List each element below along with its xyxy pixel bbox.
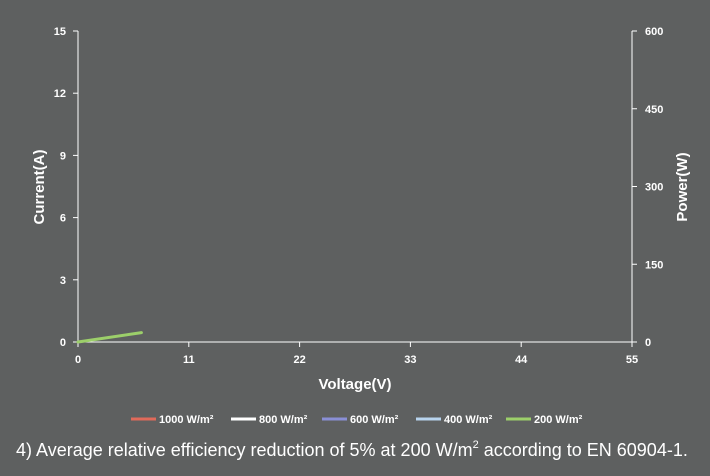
y-left-tick-label: 12 (54, 88, 66, 100)
legend-label: 200 W/m² (534, 414, 583, 426)
y-left-tick-label: 9 (60, 150, 66, 162)
legend-label: 800 W/m² (259, 414, 308, 426)
legend-label: 400 W/m² (444, 414, 493, 426)
y-right-axis-title: Power(W) (674, 152, 691, 221)
y-left-tick-label: 6 (60, 213, 66, 225)
y-left-tick-label: 3 (60, 275, 66, 287)
x-tick-label: 44 (515, 354, 528, 366)
y-left-axis-title: Current(A) (31, 150, 48, 225)
x-tick-label: 55 (626, 354, 638, 366)
legend: 1000 W/m² 800 W/m² 600 W/m² 400 W/m² 200 W/m… (131, 414, 583, 426)
y-left-axis: 0 3 6 9 12 15 Current(A) (31, 26, 79, 349)
x-tick-label: 22 (293, 354, 305, 366)
x-tick-label: 33 (404, 354, 416, 366)
y-right-tick-label: 150 (645, 259, 663, 271)
series-layer (76, 331, 143, 344)
y-right-tick-label: 0 (645, 337, 651, 349)
footnote-text: 4) Average relative efficiency reduction… (16, 440, 473, 460)
y-right-axis: 0 150 300 450 600 Power(W) (631, 26, 691, 349)
x-axis: 0 11 22 33 44 55 Voltage(V) (75, 341, 638, 393)
y-right-tick-label: 450 (645, 104, 663, 116)
y-right-tick-label: 300 (645, 182, 663, 194)
y-right-tick-label: 600 (645, 26, 663, 38)
x-axis-title: Voltage(V) (318, 376, 391, 393)
series-line-4 (76, 331, 143, 344)
y-left-tick-label: 0 (60, 337, 66, 349)
legend-label: 600 W/m² (350, 414, 399, 426)
x-tick-label: 11 (183, 354, 195, 366)
footnote: 4) Average relative efficiency reduction… (16, 440, 706, 461)
footnote-suffix: according to EN 60904-1. (478, 440, 688, 460)
y-left-tick-label: 15 (54, 26, 66, 38)
legend-label: 1000 W/m² (159, 414, 214, 426)
x-tick-label: 0 (75, 354, 81, 366)
footnote-superscript: 2 (472, 439, 479, 451)
